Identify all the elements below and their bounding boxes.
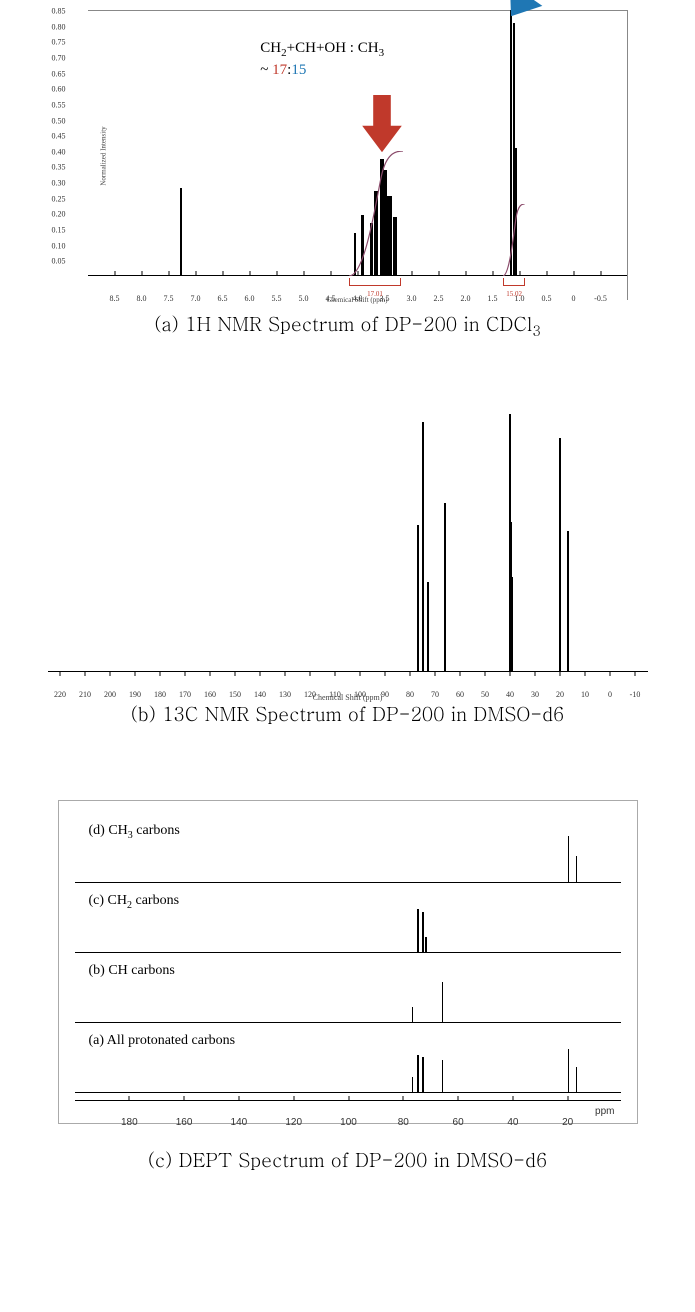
panel-b-chart: 2202102001901801701601501401301201101009… [48, 400, 648, 690]
dept-subspectrum: (d) CH3 carbons [59, 813, 637, 883]
spectrum-peak [412, 1007, 414, 1024]
integral-value: 15.02 [506, 290, 522, 298]
red-arrow-icon [360, 95, 404, 152]
panel-a: Normalized Intensity 0.850.800.750.700.6… [68, 10, 628, 340]
spectrum-peak [422, 912, 424, 953]
ratio-annotation: CH2+CH+OH : CH3~ 17:15 [260, 39, 384, 80]
dept-subspectrum: (c) CH2 carbons [59, 883, 637, 953]
spectrum-peak [444, 503, 446, 672]
spectrum-peak [417, 1055, 419, 1094]
spectrum-peak [576, 1067, 578, 1093]
integral-value: 17.01 [367, 290, 383, 298]
dept-subspectrum-label: (a) All protonated carbons [89, 1033, 236, 1049]
panel-b: 2202102001901801701601501401301201101009… [48, 400, 648, 727]
integral-curve [349, 151, 403, 276]
panel-c-chart: (d) CH3 carbons (c) CH2 carbons (b) CH car… [58, 800, 638, 1124]
panel-b-xlabel: Chemical Shift (ppm) [313, 693, 383, 702]
spectrum-peak [567, 531, 569, 672]
spectrum-peak [576, 856, 578, 884]
dept-subspectrum-label: (b) CH carbons [89, 963, 175, 979]
spectrum-peak [442, 1060, 444, 1093]
dept-subspectrum-label: (c) CH2 carbons [89, 893, 180, 911]
blue-arrow-icon [493, 0, 562, 29]
integral-bracket [349, 278, 400, 286]
dept-subspectrum: (a) All protonated carbons [59, 1023, 637, 1093]
panel-b-baseline [48, 671, 648, 672]
spectrum-peak [180, 188, 182, 276]
integral-bracket [503, 278, 525, 286]
panel-c: (d) CH3 carbons (c) CH2 carbons (b) CH car… [48, 800, 648, 1173]
dept-subspectrum-label: (d) CH3 carbons [89, 823, 180, 841]
panel-c-caption: (c) DEPT Spectrum of DP-200 in DMSO-d6 [48, 1146, 648, 1173]
spectrum-peak [568, 836, 570, 883]
spectrum-peak [417, 909, 419, 953]
spectrum-peak [412, 1077, 414, 1094]
spectrum-peak [512, 577, 513, 672]
panel-a-chart: Normalized Intensity 0.850.800.750.700.6… [88, 10, 628, 300]
panel-c-ppm-label: ppm [595, 1106, 614, 1117]
dept-subspectrum: (b) CH carbons [59, 953, 637, 1023]
spectrum-peak [422, 1057, 424, 1093]
spectrum-peak [427, 596, 429, 672]
spectrum-peak [425, 937, 427, 954]
panel-b-caption: (b) 13C NMR Spectrum of DP-200 in DMSO-d… [48, 700, 648, 727]
spectrum-peak [559, 438, 561, 672]
spectrum-peak [422, 422, 424, 672]
spectrum-peak [417, 525, 419, 672]
panel-a-caption: (a) 1H NMR Spectrum of DP-200 in CDCl3 [68, 310, 628, 340]
y-axis-label: Normalized Intensity [99, 126, 107, 185]
integral-curve [503, 204, 525, 276]
spectrum-peak [568, 1049, 570, 1093]
spectrum-peak [442, 982, 444, 1023]
